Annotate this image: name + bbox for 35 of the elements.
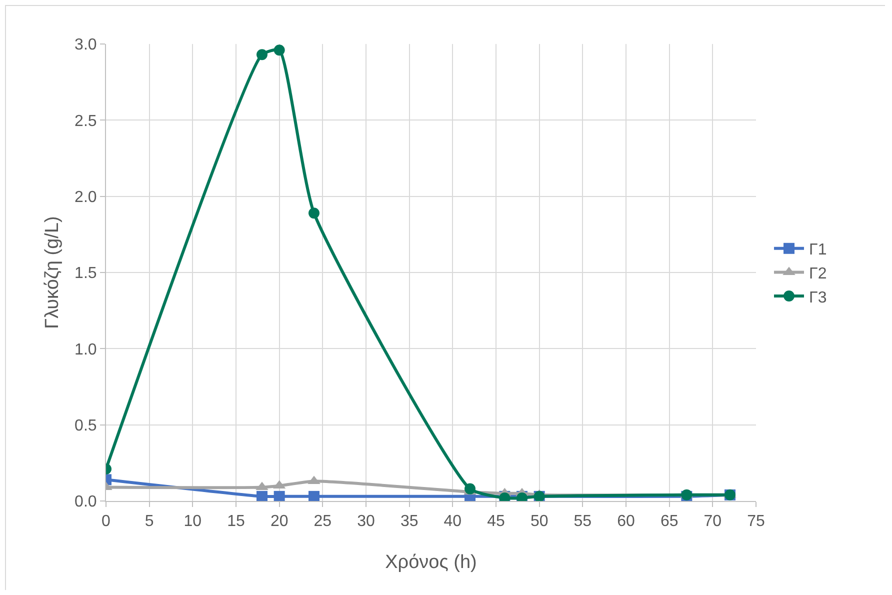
y-tick-label: 1.5: [74, 265, 97, 282]
x-tick-label: 25: [314, 513, 332, 530]
y-tick-label: 0.5: [74, 417, 97, 434]
x-tick-label: 65: [660, 513, 678, 530]
legend-label: Γ3: [809, 289, 827, 306]
y-tick-label: 1.0: [74, 341, 97, 358]
x-tick-label: 35: [400, 513, 418, 530]
x-tick-label: 10: [184, 513, 202, 530]
x-tick-label: 15: [227, 513, 245, 530]
x-tick-label: 55: [574, 513, 592, 530]
point: [274, 490, 285, 501]
legend-label: Γ1: [809, 242, 827, 259]
y-axis-title: Γλυκόζη (g/L): [42, 216, 63, 329]
x-tick-label: 50: [530, 513, 548, 530]
point: [274, 44, 285, 56]
x-tick-label: 30: [357, 513, 375, 530]
point: [256, 490, 268, 501]
x-tick-label: 20: [270, 513, 288, 530]
point: [308, 208, 320, 219]
x-tick-label: 40: [444, 513, 462, 530]
point: [256, 49, 268, 60]
y-tick-label: 0.0: [74, 494, 97, 511]
x-tick-label: 5: [144, 513, 154, 530]
x-tick-label: 0: [102, 513, 111, 530]
legend-label: Γ2: [809, 265, 827, 282]
x-axis-title: Χρόνος (h): [385, 552, 477, 573]
x-tick-label: 75: [747, 513, 765, 530]
x-tick-label: 45: [487, 513, 505, 530]
y-tick-label: 3.0: [74, 36, 97, 54]
point: [464, 483, 476, 494]
point: [308, 490, 320, 501]
x-tick-label: 60: [617, 513, 635, 530]
x-tick-label: 70: [704, 513, 722, 530]
y-tick-label: 2.5: [74, 112, 97, 130]
y-tick-label: 2.0: [74, 188, 97, 206]
